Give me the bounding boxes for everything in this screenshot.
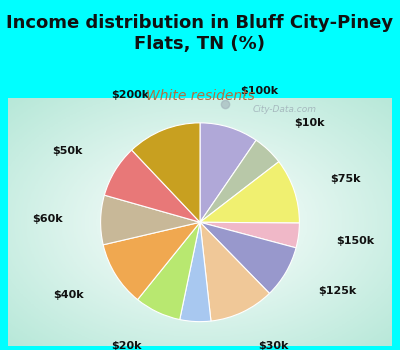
Wedge shape bbox=[200, 123, 256, 222]
Wedge shape bbox=[103, 222, 200, 300]
Wedge shape bbox=[200, 222, 296, 293]
Text: City-Data.com: City-Data.com bbox=[253, 105, 317, 114]
Wedge shape bbox=[180, 222, 211, 322]
Text: $30k: $30k bbox=[259, 341, 289, 350]
Text: $10k: $10k bbox=[294, 118, 325, 128]
Text: $20k: $20k bbox=[111, 341, 141, 350]
Wedge shape bbox=[104, 150, 200, 222]
Text: $150k: $150k bbox=[336, 236, 374, 246]
Wedge shape bbox=[200, 140, 279, 222]
Text: $40k: $40k bbox=[53, 290, 84, 300]
Wedge shape bbox=[101, 195, 200, 245]
Wedge shape bbox=[138, 222, 200, 320]
Wedge shape bbox=[132, 123, 200, 222]
Wedge shape bbox=[200, 162, 299, 223]
Wedge shape bbox=[200, 222, 299, 248]
Text: Income distribution in Bluff City-Piney
Flats, TN (%): Income distribution in Bluff City-Piney … bbox=[6, 14, 394, 53]
Text: $60k: $60k bbox=[32, 214, 63, 224]
Text: $200k: $200k bbox=[111, 90, 149, 100]
Text: $100k: $100k bbox=[240, 86, 279, 96]
Text: White residents: White residents bbox=[146, 89, 254, 103]
Text: $50k: $50k bbox=[52, 146, 83, 156]
Text: $75k: $75k bbox=[330, 174, 360, 184]
Text: $125k: $125k bbox=[318, 286, 357, 296]
Wedge shape bbox=[200, 222, 270, 321]
